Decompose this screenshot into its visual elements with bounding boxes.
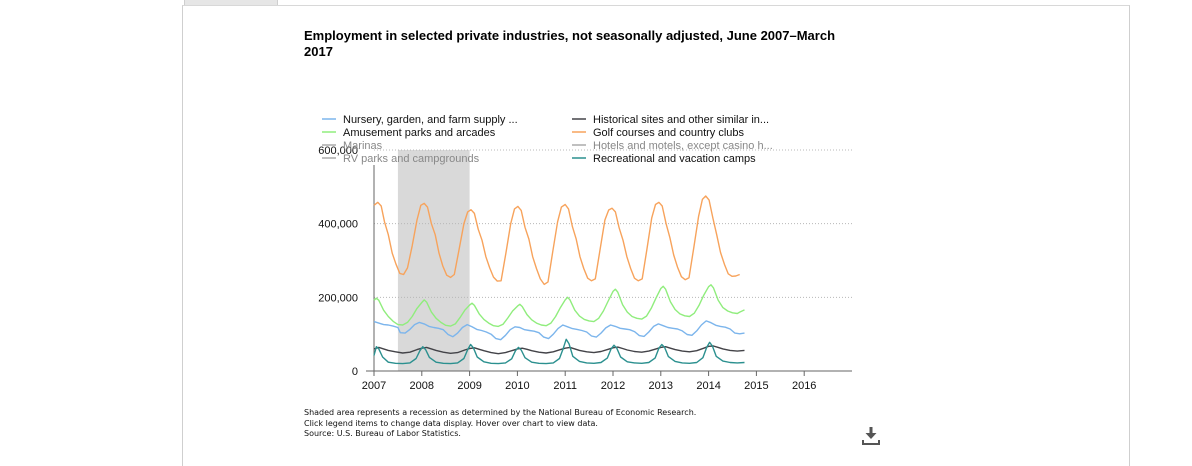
y-tick-label: 600,000	[318, 145, 358, 157]
legend-item-0[interactable]: Nursery, garden, and farm supply ...	[343, 114, 518, 126]
download-icon	[862, 427, 880, 445]
x-tick-label: 2012	[601, 380, 625, 392]
employment-line-chart: 0 200,000 400,000 600,000 2007 2008 2009 2010 20…	[318, 114, 852, 392]
series-line-1	[373, 284, 745, 328]
y-tick-label: 400,000	[318, 219, 358, 231]
x-tick-label: 2007	[362, 380, 386, 392]
legend-item-4[interactable]: Historical sites and other similar in...	[593, 114, 769, 126]
x-tick-label: 2013	[649, 380, 673, 392]
x-tick-label: 2010	[505, 380, 529, 392]
chart-frame	[182, 5, 1130, 466]
x-tick-label: 2016	[792, 380, 816, 392]
x-tick-label: 2014	[696, 380, 720, 392]
series-line-0	[373, 320, 745, 341]
legend-item-6[interactable]: Hotels and motels, except casino h...	[593, 140, 773, 152]
y-tick-label: 0	[352, 366, 358, 378]
chart-footnotes: Shaded area represents a recession as de…	[304, 408, 824, 440]
legend-item-3[interactable]: RV parks and campgrounds	[343, 153, 480, 165]
recession-note: Shaded area represents a recession as de…	[304, 408, 697, 417]
y-tick-label: 200,000	[318, 292, 358, 304]
x-tick-label: 2015	[744, 380, 768, 392]
x-tick-label: 2009	[457, 380, 481, 392]
series-line-4	[373, 345, 745, 355]
legend-item-7[interactable]: Recreational and vacation camps	[593, 153, 756, 165]
chart-title: Employment in selected private industrie…	[304, 28, 836, 59]
legend-item-1[interactable]: Amusement parks and arcades	[343, 127, 496, 139]
x-tick-label: 2008	[410, 380, 434, 392]
interaction-note: Click legend items to change data displa…	[304, 418, 598, 428]
series-line-7	[373, 338, 745, 365]
legend-item-5[interactable]: Golf courses and country clubs	[593, 127, 745, 139]
legend-item-2[interactable]: Marinas	[343, 140, 383, 152]
series-line-5	[373, 195, 740, 286]
x-tick-label: 2011	[553, 380, 577, 392]
download-button[interactable]	[858, 424, 884, 448]
source-note: Source: U.S. Bureau of Labor Statistics.	[304, 429, 461, 438]
